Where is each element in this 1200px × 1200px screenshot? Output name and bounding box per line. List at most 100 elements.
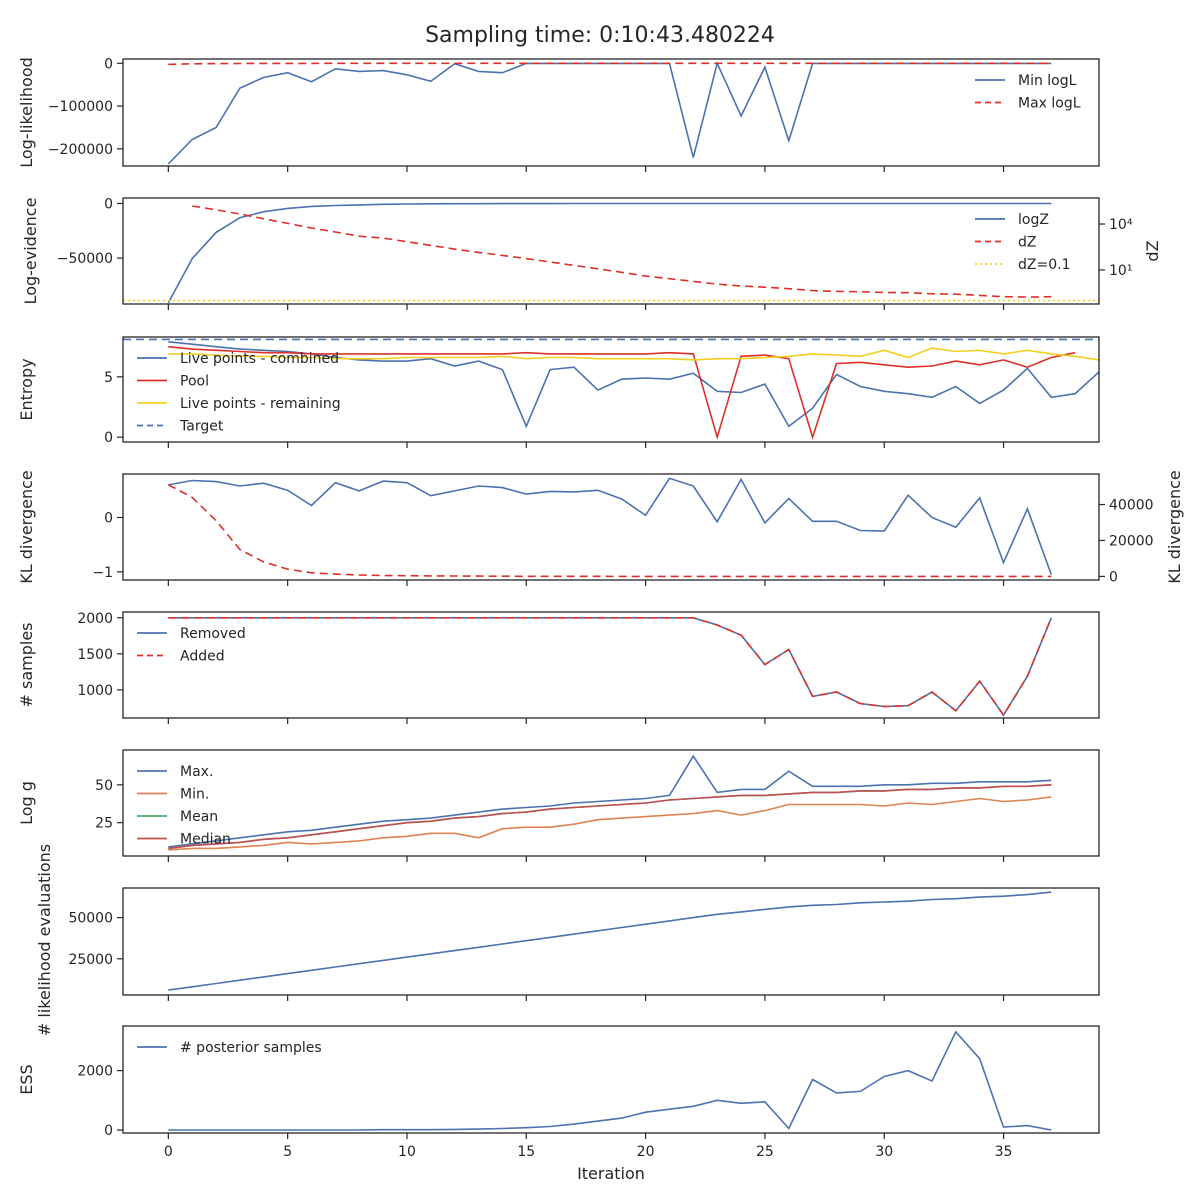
y-axis-label: Log-evidence	[21, 198, 40, 305]
legend: Max. Min. Mean Median	[137, 764, 231, 848]
y-tick-label: 50	[95, 778, 113, 794]
panel-1: 0 −100000 −200000 Log-likelihood Min logL Max…	[17, 56, 1100, 172]
legend-label: Mean	[180, 809, 218, 825]
series-group	[168, 617, 1053, 717]
y-axis-label: Entropy	[17, 358, 36, 420]
series-group	[168, 891, 1052, 991]
x-tick-label: 15	[517, 1144, 535, 1160]
y-tick-label: 0	[104, 196, 113, 212]
y-axis-label: # samples	[17, 623, 36, 708]
legend: logZ dZ dZ=0.1	[975, 212, 1070, 273]
series-line-removed	[168, 617, 1053, 717]
y-tick-label: 1500	[77, 647, 113, 663]
y-tick-label: −100000	[48, 99, 113, 115]
series-line-added	[168, 617, 1053, 717]
series-group	[168, 754, 1052, 851]
legend-label: dZ=0.1	[1018, 257, 1070, 273]
x-tick-label: 10	[398, 1144, 416, 1160]
series-line-min-logl	[167, 60, 1052, 165]
axes-frame	[122, 1025, 1100, 1134]
y-tick-label: 0	[104, 510, 113, 526]
series-group	[167, 477, 1053, 578]
y-axis-label: Log g	[17, 781, 36, 825]
legend: Live points - combined Pool Live points - …	[137, 351, 341, 435]
series-line-max-logl	[168, 62, 1052, 66]
legend-label: Max.	[180, 764, 213, 780]
series-line-live-points-combined	[168, 341, 1099, 429]
series-line-max-	[168, 754, 1052, 848]
legend-label: logZ	[1018, 212, 1049, 228]
y-right-axis-label: KL divergence	[1165, 470, 1184, 583]
legend-label: dZ	[1018, 235, 1036, 251]
legend-label: Min logL	[1018, 73, 1077, 89]
series-line-pool	[168, 345, 1076, 441]
y-right-tick-label: 0	[1109, 569, 1118, 585]
y-tick-label: 0	[104, 430, 113, 446]
legend-label: # posterior samples	[180, 1040, 322, 1056]
y-right-tick-label: 10¹	[1109, 263, 1132, 279]
legend-label: Target	[179, 419, 224, 435]
y-tick-label: −200000	[48, 142, 113, 158]
y-axis-label: KL divergence	[17, 470, 36, 583]
panel-7: 50000 25000 # likelihood evaluations	[35, 844, 1100, 1036]
y-axis-label: # likelihood evaluations	[35, 844, 54, 1036]
panel-8: 2000 0 0 5 10 15 20 25 30 35 ESS # posterior sample…	[17, 1025, 1100, 1160]
series-line-logz	[167, 202, 1052, 304]
x-tick-label: 30	[875, 1144, 893, 1160]
series-line-dz	[192, 205, 1052, 298]
series-group	[123, 202, 1099, 304]
legend-label: Min.	[180, 787, 209, 803]
axes-frame	[122, 611, 1100, 719]
panel-6: 50 25 Log g Max. Min. Mean Median	[17, 749, 1100, 862]
y-tick-label: 5	[104, 370, 113, 386]
y-tick-label: 25000	[68, 952, 113, 968]
series-line--posterior-samples	[168, 1030, 1052, 1131]
y-right-tick-label: 20000	[1109, 533, 1154, 549]
series-line-min-	[168, 796, 1052, 851]
y-tick-label: −1	[92, 565, 113, 581]
legend: # posterior samples	[137, 1040, 322, 1056]
y-axis-label: Log-likelihood	[17, 57, 36, 168]
panel-5: 2000 1500 1000 # samples Removed Added	[17, 611, 1100, 724]
y-tick-label: 25	[95, 816, 113, 832]
series-group	[168, 1030, 1052, 1131]
figure-title: Sampling time: 0:10:43.480224	[425, 23, 775, 48]
x-tick-label: 0	[164, 1144, 173, 1160]
series-line-live-points-remaining	[168, 347, 1099, 361]
axes-frame	[122, 887, 1100, 996]
legend-label: Median	[180, 832, 231, 848]
y-tick-label: 2000	[77, 611, 113, 627]
y-tick-label: 50000	[68, 911, 113, 927]
y-right-tick-label: 10⁴	[1109, 217, 1133, 233]
axes-frame	[122, 197, 1100, 305]
axes-frame	[122, 749, 1100, 857]
panel-2: 0 −50000 10⁴ 10¹ dZ Log-evidence logZ dZ dZ=0.1	[21, 196, 1162, 310]
legend-label: Live points - combined	[180, 351, 339, 367]
axes-frame	[122, 58, 1100, 167]
panel-4: 0 −1 0 20000 40000 KL divergence KL divergence	[17, 470, 1184, 586]
axes-frame	[122, 473, 1100, 581]
y-tick-label: 0	[104, 1123, 113, 1139]
series-line-mean	[168, 784, 1052, 850]
legend-label: Added	[180, 649, 225, 665]
legend-label: Removed	[180, 626, 246, 642]
y-right-tick-label: 40000	[1109, 498, 1154, 514]
y-tick-label: −50000	[57, 251, 113, 267]
x-tick-label: 5	[283, 1144, 292, 1160]
legend-label: Live points - remaining	[180, 396, 341, 412]
x-tick-label: 35	[995, 1144, 1013, 1160]
x-tick-label: 25	[756, 1144, 774, 1160]
y-tick-label: 1000	[77, 683, 113, 699]
y-tick-label: 2000	[77, 1064, 113, 1080]
series-line-2	[167, 484, 1052, 578]
y-right-axis-label: dZ	[1143, 240, 1162, 261]
y-tick-label: 0	[104, 56, 113, 72]
legend-label: Pool	[180, 374, 209, 390]
x-tick-label: 20	[637, 1144, 655, 1160]
x-axis-label: Iteration	[577, 1164, 645, 1183]
y-axis-label: ESS	[17, 1064, 36, 1094]
series-line-1	[168, 477, 1053, 575]
